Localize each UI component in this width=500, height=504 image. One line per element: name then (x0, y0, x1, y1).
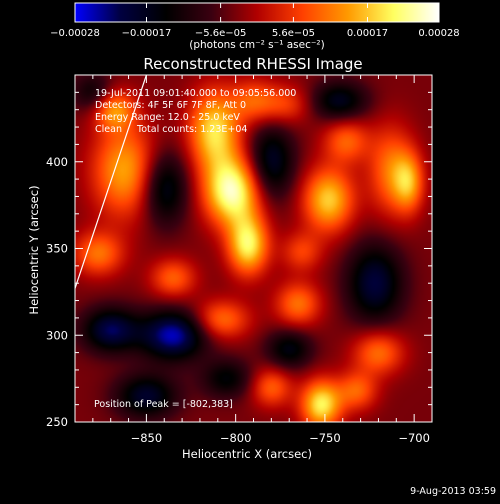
colorbar-tick-label: −0.00028 (50, 28, 100, 39)
x-tick-label: −850 (131, 431, 163, 445)
solar-limb-line (75, 75, 147, 289)
annotation-time-range: 19-Jul-2011 09:01:40.000 to 09:05:56.000 (95, 88, 296, 99)
colorbar-tick-label: 5.6e−05 (272, 28, 315, 39)
x-axis-label: Heliocentric X (arcsec) (182, 447, 312, 461)
colorbar-tick-label: 0.00017 (347, 28, 388, 39)
chart-title: Reconstructed RHESSI Image (143, 55, 362, 73)
x-tick-label: −750 (309, 431, 341, 445)
colorbar-tick-label: 0.00028 (418, 28, 459, 39)
annotation-detectors: Detectors: 4F 5F 6F 7F 8F, Att 0 (95, 100, 246, 111)
x-tick-label: −800 (220, 431, 252, 445)
colorbar (74, 2, 440, 23)
colorbar-tick-label: −5.6e−05 (195, 28, 247, 39)
colorbar-ticks: −0.00028 −0.00017 −5.6e−05 5.6e−05 0.00017 0.… (50, 3, 460, 39)
y-tick-label: 400 (46, 155, 68, 169)
x-tick-label: −700 (398, 431, 430, 445)
y-tick-label: 250 (46, 415, 68, 429)
annotation-block: 19-Jul-2011 09:01:40.000 to 09:05:56.000… (95, 88, 296, 135)
heatmap-image (75, 75, 432, 422)
y-axis-label: Heliocentric Y (arcsec) (27, 185, 41, 314)
colorbar-tick-label: −0.00017 (122, 28, 172, 39)
colorbar-unit-label: (photons cm⁻² s⁻¹ asec⁻²) (189, 39, 324, 51)
y-tick-label: 300 (46, 328, 68, 342)
y-tick-label: 350 (46, 242, 68, 256)
footer-date: 9-Aug-2013 03:59 (410, 486, 496, 497)
annotation-energy-range: Energy Range: 12.0 - 25.0 keV (95, 112, 240, 123)
peak-position-label: Position of Peak = [-802,383] (94, 399, 233, 410)
axis-ticks: −850 −800 −750 −700 250 300 350 400 (46, 74, 433, 445)
annotation-counts: Clean Total counts: 1.23E+04 (95, 124, 247, 135)
